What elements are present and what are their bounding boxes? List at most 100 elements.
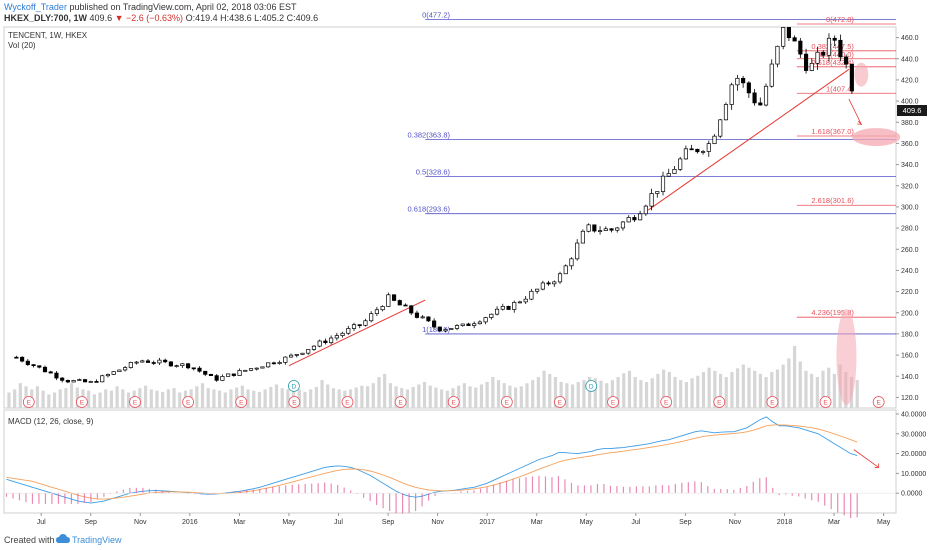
price-axis-label: 320.0 [901,183,919,190]
candle-body [598,230,603,232]
candle-body [357,324,362,327]
time-axis-label: Sep [382,519,395,526]
volume-spike-highlight [836,309,857,405]
tradingview-brand[interactable]: TradingView [72,535,122,545]
candle-body [460,323,465,326]
candle-body [94,381,99,383]
price-axis-label: 280.0 [901,226,919,233]
earnings-marker [660,396,673,408]
volume-bar [69,383,74,408]
earnings-marker [607,396,619,408]
earnings-marker [766,396,779,408]
volume-bar [781,364,785,408]
volume-bar [605,383,609,408]
volume-bar [138,388,142,408]
candle-body [31,364,36,367]
volume-bar [827,367,831,408]
volume-bar [610,380,614,408]
candle-body [506,306,511,310]
candle-body [71,380,76,383]
volume-bar [252,390,256,408]
candle-body [340,332,345,336]
candle-body [294,353,299,356]
volume-bar [75,387,79,408]
dividend-marker [287,380,300,392]
author-link[interactable]: Wyckoff_Trader [4,2,67,12]
candle-body [638,213,643,221]
volume-bar [690,378,694,408]
candle-body [346,328,351,334]
volume-bar [718,373,723,408]
candle-body [523,298,528,303]
candle-body [123,367,128,371]
candle-body [701,151,706,153]
fib-extension-label: 0.5(440.0) [820,50,855,59]
earnings-marker [182,396,195,408]
price-axis-label: 160.0 [901,353,919,360]
volume-bar [531,380,535,408]
candle-body [615,227,620,231]
time-axis-label: Jul [37,519,46,526]
down-arrow-head [857,120,863,125]
candle-body [432,320,437,328]
volume-bar [758,373,763,408]
price-badge-bg [897,105,927,116]
volume-bar [525,383,529,408]
candle-body [546,282,551,285]
time-axis-label: May [282,519,296,526]
candle-body [792,37,797,42]
candle-body [832,37,837,41]
volume-bar [155,390,159,408]
fib-retracement-label: 0.5(328.6) [416,168,451,177]
candle-body [758,102,763,106]
candle-body [283,356,288,363]
volume-bar [474,387,478,408]
candle-body [592,224,597,232]
dividend-marker-label: D [292,384,297,391]
volume-bar [47,394,51,408]
candle-body [454,325,460,329]
price-axis-label: 220.0 [901,289,919,296]
fib-extension-label: 0.618(432.4) [811,58,854,67]
candle-body [540,282,545,290]
volume-bar [394,386,398,408]
price-chart[interactable]: 0(477.2) 0.382(363.8) 0.5(328.6) 0.618(293.… [0,0,932,530]
volume-bar [445,390,449,408]
candle-body [706,143,711,152]
volume-bar [331,388,336,408]
candle-body [529,290,534,300]
earnings-marker-label: E [664,400,669,407]
volume-bar [223,392,227,408]
volume-bar [405,389,410,408]
volume-bar [679,380,683,408]
candle-body [191,367,196,370]
volume-bar [354,387,358,408]
earnings-marker-label: E [186,400,191,407]
candle-body [798,40,803,55]
volume-bar [64,388,68,408]
fib-retracement-label: 1(180.0) [422,325,450,334]
volume-bar [246,389,250,408]
volume-bar [508,385,512,408]
candle-body [632,217,637,221]
candle-body [397,300,402,306]
volume-bar [741,364,745,408]
candle-body [329,337,334,344]
candle-body [672,168,677,174]
fib-extension-label: 1(407.4) [826,84,854,93]
candle-body [769,63,774,87]
earnings-marker [235,396,248,408]
volume-bar [462,383,466,408]
volume-bar [707,367,711,408]
volume-bar [257,391,262,408]
earnings-marker [713,396,726,408]
candle-body [695,148,700,153]
price-axis-label: 120.0 [901,395,919,402]
candle-body [60,377,65,381]
macd-axis-label: 0.0000 [901,491,923,498]
candle-body [563,265,568,275]
volume-bar [662,369,666,408]
candle-body [763,85,769,106]
macd-legend: MACD (12, 26, close, 9) [8,417,94,426]
price-axis-label: 460.0 [901,35,919,42]
